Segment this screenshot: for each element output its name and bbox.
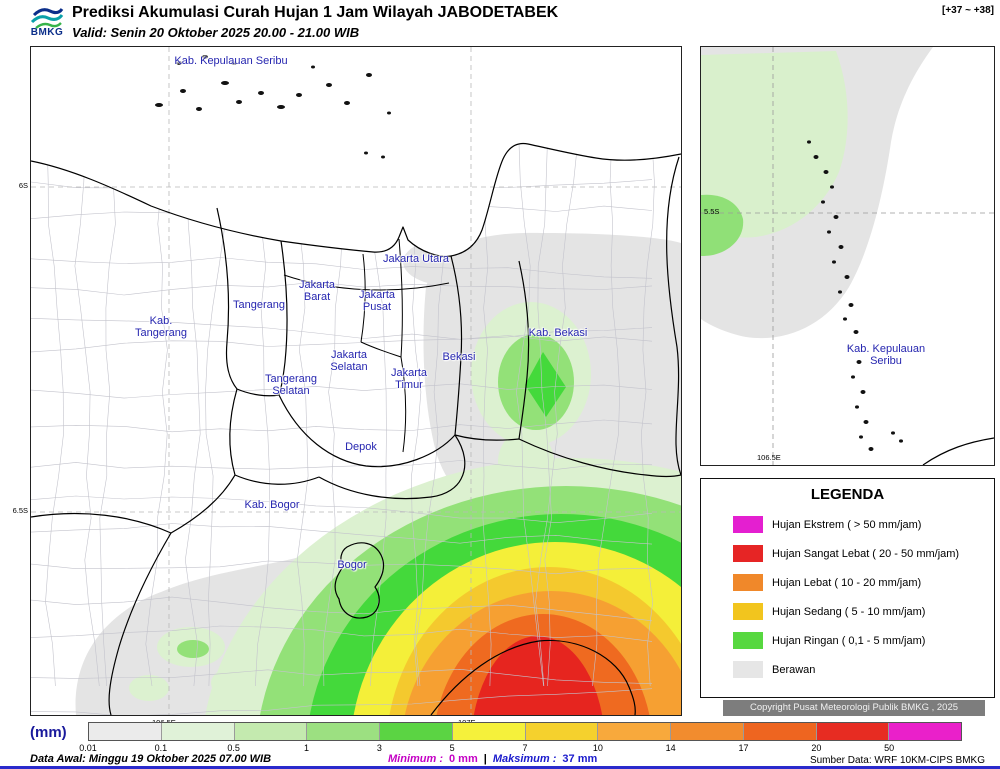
colorbar-segment <box>525 723 599 740</box>
legend-swatch-sangat-lebat <box>733 545 763 562</box>
inset-lon-tick: 106.5E <box>757 453 781 462</box>
legend-item-lebat: Hujan Lebat ( 10 - 20 mm/jam) <box>701 568 994 597</box>
colorbar-segment <box>889 723 961 740</box>
kecamatan-mesh <box>31 143 655 715</box>
colorbar-tick: 1 <box>303 743 310 753</box>
main-map-canvas <box>31 47 681 715</box>
lat-tick-6s: 6S <box>18 181 28 190</box>
legend-swatch-sedang <box>733 603 763 620</box>
colorbar-tick: 5 <box>449 743 455 753</box>
inset-rainfall <box>701 47 933 339</box>
inset-coastline <box>922 437 994 465</box>
legend-item-berawan: Berawan <box>701 655 994 684</box>
legend-label-sedang: Hujan Sedang ( 5 - 10 mm/jam) <box>772 605 926 618</box>
colorbar-segment <box>743 723 817 740</box>
bmkg-logo-icon <box>30 8 64 29</box>
inset-map-kepulauan-seribu: Kab. Kepulauan Seribu 5.5S 106.5E <box>700 46 995 466</box>
islands <box>155 55 391 159</box>
colorbar-tick: 10 <box>592 743 603 753</box>
bmkg-logo-text: BMKG <box>30 27 64 38</box>
valid-time: Valid: Senin 20 Oktober 2025 20.00 - 21.… <box>72 25 360 40</box>
colorbar-tick: 7 <box>522 743 528 753</box>
maximum-label: Maksimum : <box>492 753 557 765</box>
colorbar-tick: 0.1 <box>154 743 168 753</box>
inset-graticule <box>701 47 994 465</box>
colorbar <box>88 722 962 741</box>
minmax-separator: | <box>483 753 487 765</box>
legend-swatch-lebat <box>733 574 763 591</box>
colorbar-tick: 20 <box>811 743 822 753</box>
lat-tick-6-5s: 6.5S <box>12 506 28 515</box>
bottom-blue-rule <box>0 766 1000 769</box>
colorbar-tick: 3 <box>376 743 382 753</box>
minimum-label: Minimum : <box>388 753 443 765</box>
colorbar-segment <box>161 723 235 740</box>
legend-item-sangat-lebat: Hujan Sangat Lebat ( 20 - 50 mm/jam) <box>701 539 994 568</box>
data-awal-text: Data Awal: Minggu 19 Oktober 2025 07.00 … <box>30 753 272 765</box>
legend: LEGENDA Hujan Ekstrem ( > 50 mm/jam) Huj… <box>700 478 995 698</box>
colorbar-tick: 14 <box>665 743 676 753</box>
colorbar-tick: 0.5 <box>227 743 240 753</box>
colorbar-unit: (mm) <box>30 724 67 741</box>
colorbar-segment <box>307 723 380 740</box>
forecast-lead-time: [+37 ~ +38] <box>942 5 994 16</box>
jakarta-internal-boundaries <box>283 238 450 453</box>
colorbar-segment <box>816 723 890 740</box>
colorbar-segment <box>671 723 744 740</box>
colorbar-segment <box>234 723 308 740</box>
colorbar-segment <box>380 723 453 740</box>
legend-label-lebat: Hujan Lebat ( 10 - 20 mm/jam) <box>772 576 922 589</box>
district-boundaries <box>31 142 681 715</box>
minimum-value: 0 mm <box>449 753 478 765</box>
min-max-text: Minimum : 0 mm | Maksimum : 37 mm <box>388 753 597 765</box>
colorbar-segment <box>598 723 671 740</box>
colorbar-segment <box>89 723 162 740</box>
colorbar-tick: 0.01 <box>79 743 97 753</box>
rainfall-overlay <box>75 232 681 715</box>
data-source-text: Sumber Data: WRF 10KM-CIPS BMKG <box>809 755 985 766</box>
inset-lat-tick: 5.5S <box>704 207 720 216</box>
coastline <box>31 142 681 257</box>
colorbar-tick: 50 <box>884 743 895 753</box>
legend-swatch-ekstrem <box>733 516 763 533</box>
legend-item-ekstrem: Hujan Ekstrem ( > 50 mm/jam) <box>701 510 994 539</box>
colorbar-ticks: 0.01 0.1 0.5 1 3 5 7 10 14 17 20 50 <box>79 743 962 754</box>
legend-title: LEGENDA <box>810 486 885 503</box>
page-title: Prediksi Akumulasi Curah Hujan 1 Jam Wil… <box>72 4 559 21</box>
legend-item-sedang: Hujan Sedang ( 5 - 10 mm/jam) <box>701 597 994 626</box>
legend-label-berawan: Berawan <box>772 663 816 676</box>
legend-item-ringan: Hujan Ringan ( 0,1 - 5 mm/jam) <box>701 626 994 655</box>
maximum-value: 37 mm <box>562 753 598 765</box>
bmkg-logo: BMKG <box>26 2 68 44</box>
legend-swatch-berawan <box>733 661 763 678</box>
inset-islands <box>807 140 903 451</box>
legend-label-ringan: Hujan Ringan ( 0,1 - 5 mm/jam) <box>772 634 926 647</box>
graticule <box>31 47 681 715</box>
copyright-bar: Copyright Pusat Meteorologi Publik BMKG … <box>723 700 985 716</box>
legend-label-ekstrem: Hujan Ekstrem ( > 50 mm/jam) <box>772 518 922 531</box>
colorbar-segment <box>452 723 526 740</box>
legend-label-sangat-lebat: Hujan Sangat Lebat ( 20 - 50 mm/jam) <box>772 547 960 560</box>
inset-map-canvas <box>701 47 994 465</box>
legend-swatch-ringan <box>733 632 763 649</box>
colorbar-tick: 17 <box>738 743 749 753</box>
main-map: Kab. Kepulauan Seribu Jakarta Utara Jaka… <box>30 46 682 716</box>
